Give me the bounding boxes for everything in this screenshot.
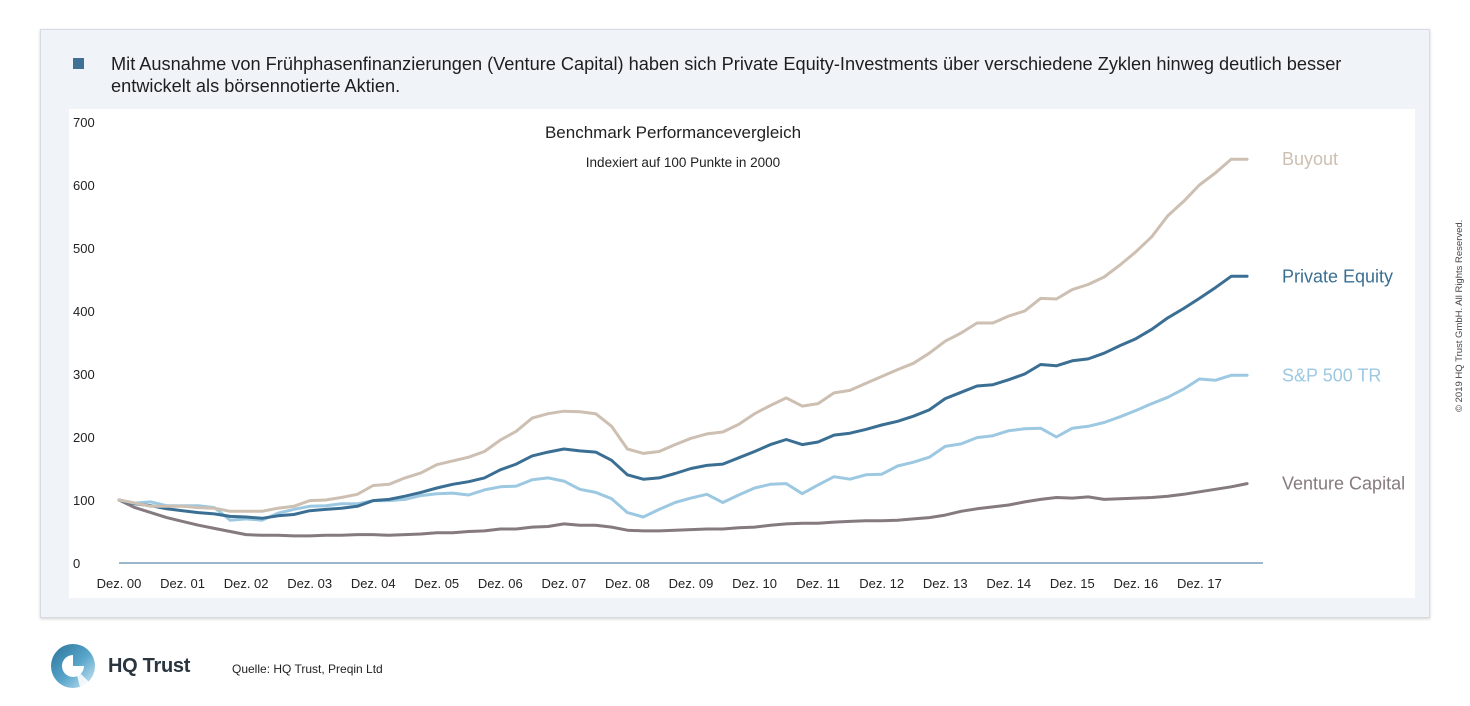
x-tick-label: Dez. 08 bbox=[605, 576, 650, 591]
x-tick-label: Dez. 03 bbox=[287, 576, 332, 591]
chart-title: Benchmark Performancevergleich bbox=[545, 123, 801, 142]
series-line-buyout bbox=[117, 157, 1249, 513]
series-line-venture-capital bbox=[117, 482, 1249, 538]
y-tick-label: 200 bbox=[73, 430, 95, 445]
series-line-s-p-500-tr bbox=[117, 373, 1249, 522]
series-label: S&P 500 TR bbox=[1282, 365, 1381, 385]
bullet-square-icon bbox=[73, 58, 84, 69]
x-tick-label: Dez. 00 bbox=[97, 576, 142, 591]
x-tick-label: Dez. 07 bbox=[541, 576, 586, 591]
series-label: Venture Capital bbox=[1282, 474, 1405, 494]
y-tick-label: 0 bbox=[73, 556, 80, 571]
y-tick-label: 600 bbox=[73, 178, 95, 193]
x-tick-label: Dez. 17 bbox=[1177, 576, 1222, 591]
x-tick-label: Dez. 13 bbox=[923, 576, 968, 591]
line-chart: 0 100 200 300 400 500 600 700 Dez. 00 Dez. 01 Dez.… bbox=[73, 115, 1405, 591]
y-tick-label: 400 bbox=[73, 304, 95, 319]
x-tick-label: Dez. 06 bbox=[478, 576, 523, 591]
series-label: Buyout bbox=[1282, 149, 1338, 169]
x-tick-label: Dez. 10 bbox=[732, 576, 777, 591]
x-tick-label: Dez. 12 bbox=[859, 576, 904, 591]
x-tick-label: Dez. 02 bbox=[224, 576, 269, 591]
source-note: Quelle: HQ Trust, Preqin Ltd bbox=[232, 662, 383, 676]
y-tick-label: 500 bbox=[73, 241, 95, 256]
y-tick-label: 700 bbox=[73, 115, 95, 130]
series-line-private-equity bbox=[117, 274, 1249, 520]
x-tick-label: Dez. 16 bbox=[1113, 576, 1158, 591]
x-tick-label: Dez. 11 bbox=[796, 576, 840, 591]
x-tick-label: Dez. 15 bbox=[1050, 576, 1095, 591]
x-tick-label: Dez. 14 bbox=[986, 576, 1031, 591]
series-label: Private Equity bbox=[1282, 266, 1393, 286]
y-tick-label: 100 bbox=[73, 493, 95, 508]
y-tick-label: 300 bbox=[73, 367, 95, 382]
x-tick-label: Dez. 01 bbox=[160, 576, 205, 591]
copyright-text: © 2019 HQ Trust GmbH. All Rights Reserve… bbox=[1454, 219, 1465, 412]
x-tick-label: Dez. 05 bbox=[414, 576, 459, 591]
chart-area: 0 100 200 300 400 500 600 700 Dez. 00 Dez. 01 Dez.… bbox=[69, 109, 1415, 598]
logo-text: HQ Trust bbox=[108, 655, 191, 677]
x-tick-label: Dez. 09 bbox=[669, 576, 714, 591]
bullet-text: Mit Ausnahme von Frühphasenfinanzierunge… bbox=[111, 54, 1342, 96]
hq-trust-logo-icon bbox=[51, 644, 95, 688]
x-tick-label: Dez. 04 bbox=[351, 576, 396, 591]
chart-subtitle: Indexiert auf 100 Punkte in 2000 bbox=[586, 155, 780, 170]
content-panel: Mit Ausnahme von Frühphasenfinanzierunge… bbox=[40, 29, 1430, 618]
